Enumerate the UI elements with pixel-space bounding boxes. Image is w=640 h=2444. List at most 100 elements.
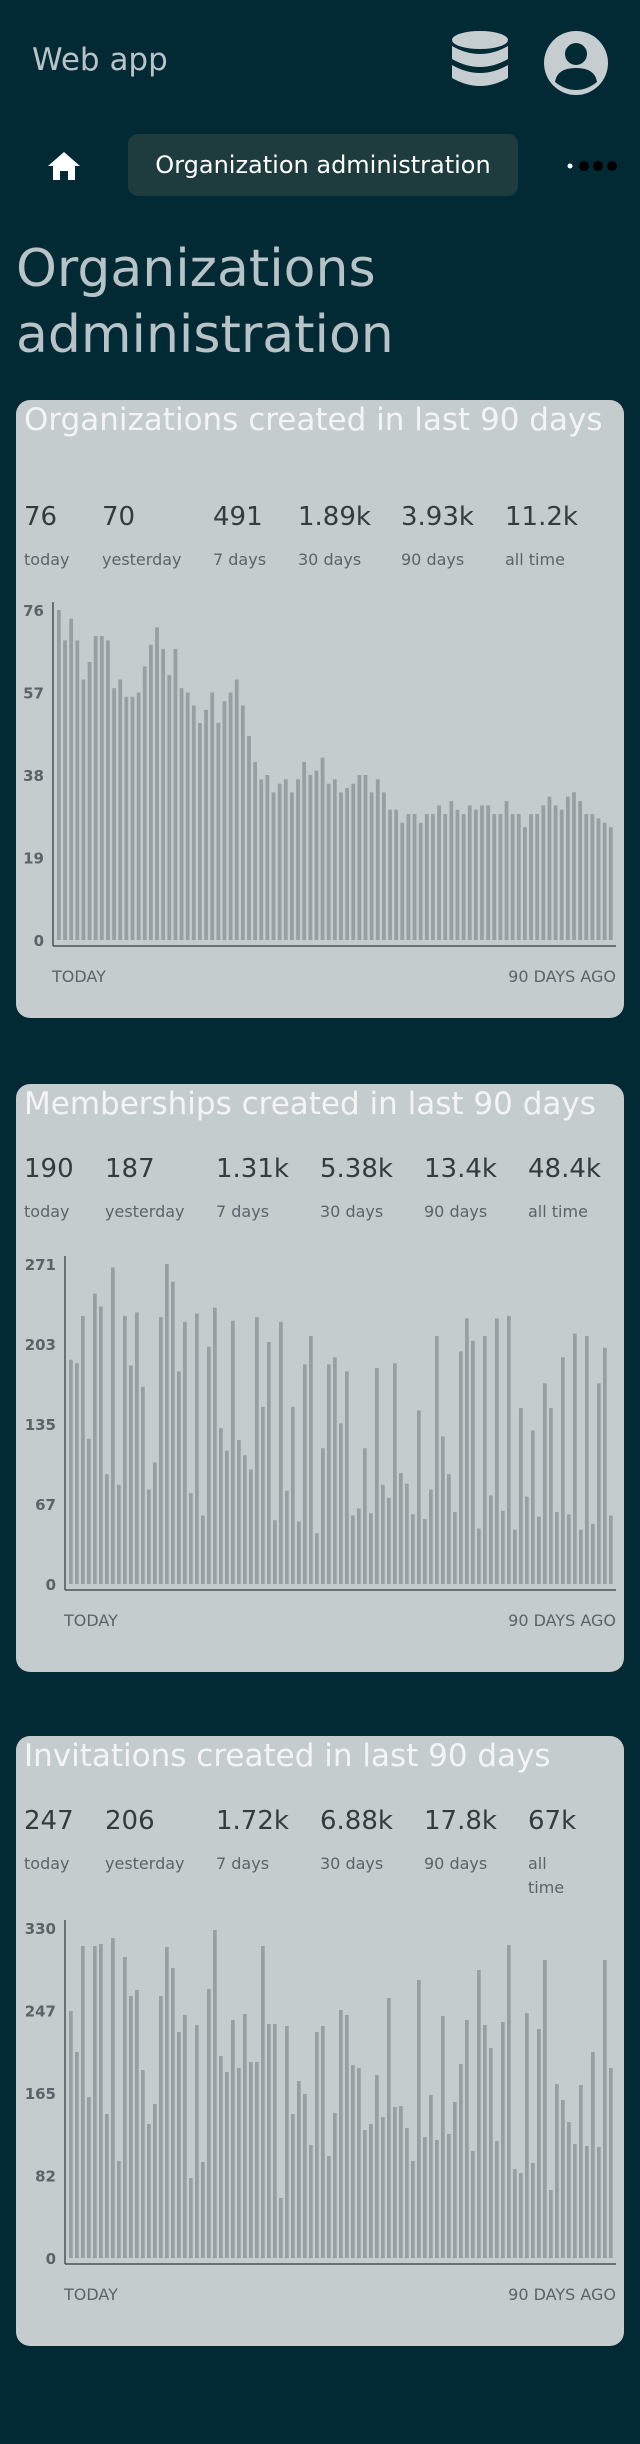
chart-bar[interactable] — [573, 2144, 577, 2258]
chart-bar[interactable] — [339, 792, 343, 940]
chart-bar[interactable] — [555, 2084, 559, 2258]
chart-bar[interactable] — [423, 2137, 427, 2258]
chart-bar[interactable] — [584, 814, 589, 940]
chart-bar[interactable] — [388, 809, 392, 940]
chart-bar[interactable] — [393, 2107, 397, 2258]
chart-bar[interactable] — [261, 1946, 265, 2258]
chart-bar[interactable] — [549, 1408, 553, 1584]
chart-bar[interactable] — [381, 2117, 385, 2258]
chart-bar[interactable] — [429, 1489, 433, 1584]
chart-bar[interactable] — [549, 2190, 553, 2258]
chart-bar[interactable] — [561, 1357, 565, 1584]
chart-bar[interactable] — [315, 2032, 319, 2258]
chart-bar[interactable] — [147, 1489, 151, 1584]
chart-bar[interactable] — [69, 618, 74, 940]
chart-bar[interactable] — [578, 801, 583, 940]
chart-bar[interactable] — [105, 2114, 109, 2258]
chart-bar[interactable] — [279, 2198, 283, 2258]
chart-bar[interactable] — [375, 779, 380, 940]
chart-bar[interactable] — [277, 783, 282, 940]
chart-bar[interactable] — [201, 1515, 205, 1584]
chart-bar[interactable] — [285, 1490, 289, 1584]
chart-bar[interactable] — [492, 814, 497, 940]
chart-bar[interactable] — [591, 1523, 595, 1584]
chart-bar[interactable] — [608, 827, 613, 940]
chart-bar[interactable] — [219, 1428, 223, 1584]
chart-bar[interactable] — [267, 2024, 271, 2258]
chart-bar[interactable] — [308, 775, 313, 940]
chart-bar[interactable] — [399, 1473, 403, 1584]
chart-bar[interactable] — [418, 822, 423, 940]
chart-bar[interactable] — [135, 1990, 139, 2258]
chart-bar[interactable] — [357, 775, 362, 940]
chart-bar[interactable] — [261, 1406, 265, 1584]
chart-bar[interactable] — [596, 818, 601, 940]
chart-bar[interactable] — [207, 1346, 211, 1584]
chart-bar[interactable] — [510, 814, 515, 940]
chart-bar[interactable] — [339, 1423, 343, 1584]
chart-bar[interactable] — [473, 809, 478, 940]
chart-bar[interactable] — [213, 1307, 217, 1584]
chart-bar[interactable] — [153, 2104, 157, 2258]
chart-bar[interactable] — [210, 692, 215, 941]
chart-bar[interactable] — [87, 2097, 91, 2258]
chart-bar[interactable] — [561, 2100, 565, 2258]
chart-bar[interactable] — [529, 814, 533, 940]
chart-bar[interactable] — [93, 636, 98, 940]
chart-bar[interactable] — [291, 1406, 295, 1584]
chart-bar[interactable] — [123, 1315, 127, 1584]
chart-bar[interactable] — [489, 2048, 493, 2258]
chart-bar[interactable] — [207, 1989, 211, 2258]
chart-bar[interactable] — [437, 805, 441, 940]
chart-bar[interactable] — [363, 775, 368, 940]
chart-bar[interactable] — [81, 1946, 85, 2258]
chart-bar[interactable] — [195, 2025, 199, 2258]
chart-bar[interactable] — [198, 722, 202, 940]
chart-bar[interactable] — [535, 814, 540, 940]
chart-bar[interactable] — [273, 2024, 277, 2258]
chart-bar[interactable] — [467, 805, 472, 940]
chart-bar[interactable] — [363, 1448, 367, 1584]
chart-bar[interactable] — [179, 688, 184, 940]
chart-bar[interactable] — [375, 2075, 379, 2258]
chart-bar[interactable] — [405, 1483, 409, 1584]
chart-bar[interactable] — [75, 640, 80, 940]
chart-bar[interactable] — [387, 1497, 391, 1584]
chart-bar[interactable] — [135, 1312, 139, 1584]
chart-bar[interactable] — [75, 2052, 79, 2258]
chart-bar[interactable] — [602, 822, 607, 940]
database-icon[interactable] — [450, 30, 510, 96]
chart-bar[interactable] — [351, 2065, 355, 2258]
chart-bar[interactable] — [579, 2085, 583, 2258]
chart-bar[interactable] — [255, 1317, 259, 1584]
chart-bar[interactable] — [195, 1313, 199, 1584]
chart-bar[interactable] — [237, 2068, 241, 2258]
chart-bar[interactable] — [130, 696, 135, 940]
chart-bar[interactable] — [75, 1363, 79, 1584]
chart-bar[interactable] — [519, 1408, 523, 1584]
chart-bar[interactable] — [106, 640, 110, 940]
chart-bar[interactable] — [585, 1336, 589, 1584]
chart-bar[interactable] — [471, 1340, 475, 1584]
chart-bar[interactable] — [387, 1998, 391, 2258]
chart-bar[interactable] — [590, 814, 595, 940]
chart-bar[interactable] — [333, 2113, 337, 2258]
chart-bar[interactable] — [449, 801, 454, 940]
chart-bar[interactable] — [249, 1469, 253, 1584]
chart-bar[interactable] — [283, 779, 288, 940]
chart-bar[interactable] — [477, 1528, 481, 1585]
chart-bar[interactable] — [112, 688, 116, 940]
chart-bar[interactable] — [265, 775, 270, 940]
chart-bar[interactable] — [253, 761, 258, 940]
chart-bar[interactable] — [459, 2064, 463, 2258]
chart-bar[interactable] — [333, 1357, 337, 1584]
chart-bar[interactable] — [69, 2011, 73, 2258]
chart-bar[interactable] — [228, 692, 233, 941]
chart-bar[interactable] — [297, 2081, 301, 2258]
chart-bar[interactable] — [393, 1363, 397, 1584]
chart-bar[interactable] — [117, 2161, 121, 2258]
chart-bar[interactable] — [231, 1320, 235, 1584]
more-horizontal-icon[interactable] — [566, 159, 618, 173]
chart-bar[interactable] — [213, 1930, 217, 2258]
chart-bar[interactable] — [559, 809, 564, 940]
